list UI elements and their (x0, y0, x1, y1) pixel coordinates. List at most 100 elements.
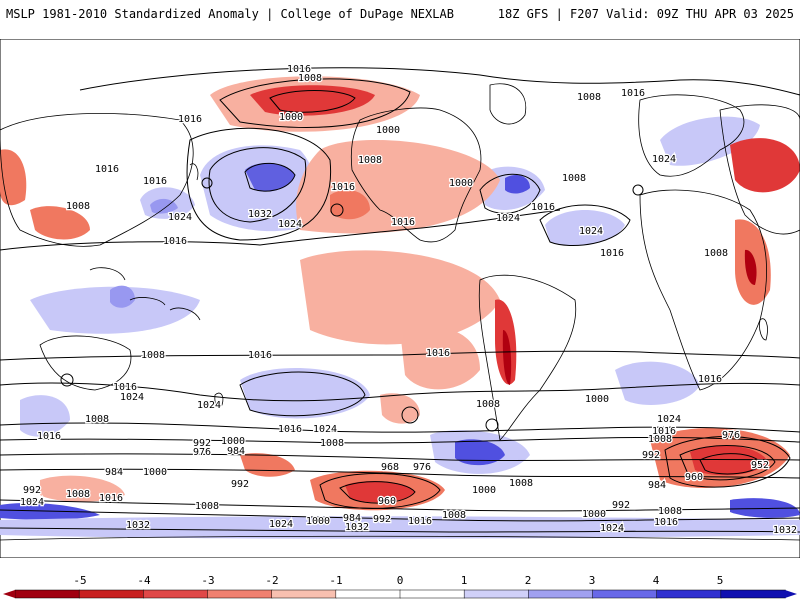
isobar-label: 1008 (195, 501, 219, 512)
isobar-1016-south (0, 382, 800, 402)
isobar-label: 1000 (449, 178, 473, 189)
anomaly-negative-southern-ocean-4 (380, 393, 420, 424)
colorbar-tick-labels: -5 -4 -3 -2 -1 0 1 2 3 4 5 (73, 574, 723, 587)
indonesia-outline (89, 267, 201, 321)
isobar-label: 960 (685, 472, 703, 483)
isobar-label: 1000 (306, 516, 330, 527)
isobar-label: 1024 (579, 226, 603, 237)
isobar-label: 1024 (197, 400, 221, 411)
isobar-label: 1024 (120, 392, 144, 403)
model-run-info: 18Z GFS | F207 Valid: 09Z THU APR 03 202… (497, 7, 794, 21)
isobar-label: 1024 (313, 424, 337, 435)
anomaly-negative-southern-ocean-2-core (690, 445, 768, 476)
colorbar-tick-label: -3 (201, 574, 214, 587)
isobar-small-low-6 (401, 406, 419, 424)
isobar-small-low-3 (330, 203, 344, 217)
colorbar-tick-label: 5 (717, 574, 724, 587)
colorbar-segment (592, 589, 658, 599)
colorbar-tick-label: -4 (137, 574, 151, 587)
isobar-label: 1008 (577, 92, 601, 103)
isobar-small-low-1 (60, 373, 74, 387)
japan-outline (189, 163, 199, 181)
isobar-960-low-2 (679, 445, 776, 481)
colorbar-max-arrow (785, 590, 797, 598)
isobar-label: 1000 (585, 394, 609, 405)
anomaly-positive-drake-core (455, 439, 505, 466)
anomaly-negative-south-asia (30, 206, 90, 240)
isobar-label: 1016 (652, 426, 676, 437)
anomaly-positive-antarctic-belt (0, 516, 800, 539)
isobar-label: 984 (227, 446, 245, 457)
isobar-1016-tropics (0, 350, 800, 361)
isobar-label: 1008 (704, 248, 728, 259)
colorbar-tick-label: -5 (73, 574, 86, 587)
new-zealand-outline (214, 392, 224, 408)
isobar-label: 992 (612, 500, 630, 511)
colorbar-canvas: -5 -4 -3 -2 -1 0 1 2 3 4 5 (3, 574, 797, 599)
isobar-label: 1000 (221, 436, 245, 447)
isobar-1000-south (0, 436, 800, 444)
colorbar-segment (528, 589, 594, 599)
anomaly-map[interactable]: 1016 1008 1000 1000 1008 1016 1016 1016 1016 1008… (0, 39, 800, 558)
colorbar-segment (399, 589, 465, 599)
isobar-small-low-5 (632, 184, 644, 196)
isobar-label: 1016 (99, 493, 123, 504)
isobar-label: 1016 (163, 236, 187, 247)
isobar-1032-pacific (244, 162, 296, 192)
isobar-label: 1008 (476, 399, 500, 410)
isobar-label: 1032 (126, 520, 150, 531)
colorbar-tick-label: -2 (265, 574, 278, 587)
map-title: MSLP 1981-2010 Standardized Anomaly | Co… (6, 7, 454, 21)
isobar-label: 1008 (509, 478, 533, 489)
isobar-1016-north (79, 67, 800, 96)
north-america-outline (350, 107, 482, 243)
colorbar-segment (271, 589, 337, 599)
anomaly-positive-indonesia (30, 286, 200, 334)
isobar-1016-atlantic (539, 204, 631, 247)
isobar-label: 976 (413, 462, 431, 473)
colorbar-segment (720, 589, 786, 599)
anomaly-positive-atlantic-core (505, 175, 530, 194)
isobar-label: 1008 (442, 510, 466, 521)
coastlines (0, 83, 800, 541)
isobar-label: 1016 (600, 248, 624, 259)
south-america-outline (478, 274, 577, 441)
isobar-label: 1000 (143, 467, 167, 478)
anomaly-positive-south-pacific (240, 368, 370, 419)
isobar-1024-pacific (208, 147, 307, 223)
isobar-label: 952 (751, 460, 769, 471)
colorbar-segment (14, 589, 80, 599)
isobar-label: 1016 (698, 374, 722, 385)
isobar-label: 984 (343, 513, 361, 524)
colorbar-tick-label: 3 (589, 574, 596, 587)
isobar-label: 1024 (168, 212, 192, 223)
isobar-label: 1024 (652, 154, 676, 165)
colorbar-tick-label: 4 (653, 574, 660, 587)
anomaly-colorbar: -5 -4 -3 -2 -1 0 1 2 3 4 5 (0, 570, 800, 600)
isobar-1016-lowerpacific (0, 209, 561, 251)
anomaly-negative-west-asia (0, 149, 27, 206)
anomaly-negative-tropics (300, 250, 500, 345)
isobar-label: 1008 (66, 201, 90, 212)
isobar-976-low-2 (664, 436, 791, 488)
isobar-label: 976 (722, 430, 740, 441)
isobar-label: 984 (105, 467, 123, 478)
isobar-label: 960 (378, 496, 396, 507)
anomaly-negative-north-america-core (330, 190, 370, 220)
anomaly-positive-south-atlantic (615, 361, 700, 405)
isobar-label: 992 (642, 450, 660, 461)
isobar-960-low-1 (339, 481, 416, 504)
isobar-label: 976 (193, 447, 211, 458)
isobar-label: 1000 (472, 485, 496, 496)
isobar-label: 1016 (287, 64, 311, 75)
colorbar-tick-label: 0 (397, 574, 404, 587)
isobar-label: 1032 (345, 522, 369, 533)
isobar-label: 1024 (278, 219, 302, 230)
isobar-992-south (0, 453, 800, 462)
anomaly-negative-russia (730, 138, 800, 193)
isobar-label: 1016 (331, 182, 355, 193)
isobar-1016-pacific (186, 127, 332, 241)
isobar-1000-arctic (269, 90, 356, 113)
isobar-label: 1008 (66, 489, 90, 500)
colorbar-segment (335, 589, 401, 599)
